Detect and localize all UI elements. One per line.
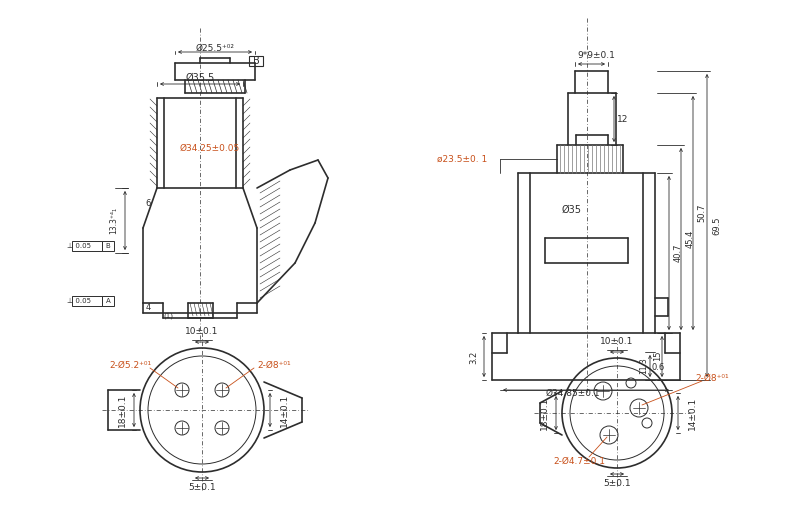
Text: 3.2: 3.2 [469,351,478,364]
Text: B: B [252,56,260,66]
Text: 2-Ø4.7±0.1: 2-Ø4.7±0.1 [553,457,605,466]
Text: 18±0.1: 18±0.1 [540,397,549,430]
Text: Ø34.25±0.05: Ø34.25±0.05 [180,144,240,153]
Text: 0.6: 0.6 [651,363,665,372]
Text: ⊥ 0.05: ⊥ 0.05 [67,298,91,304]
Bar [72,296,102,306]
Text: 2-Ø8⁺⁰¹: 2-Ø8⁺⁰¹ [695,373,729,382]
Bar [102,241,114,251]
Bar [72,241,102,251]
Text: 4: 4 [145,304,151,313]
Text: 9*9±0.1: 9*9±0.1 [577,52,615,61]
Text: 12: 12 [618,115,629,124]
Text: 15: 15 [654,351,662,361]
Text: (1): (1) [163,313,173,319]
Text: Ø25.5⁺⁰²: Ø25.5⁺⁰² [195,43,235,52]
Text: A: A [106,298,111,304]
Text: Ø34.85±0.1: Ø34.85±0.1 [545,389,600,398]
Text: 10±0.1: 10±0.1 [600,337,634,346]
Text: 69.5: 69.5 [713,217,722,235]
Bar [249,56,263,66]
Text: B: B [106,243,111,249]
Text: 14±0.1: 14±0.1 [280,393,288,427]
Text: 2-Ø8⁺⁰¹: 2-Ø8⁺⁰¹ [257,361,291,370]
Text: 2-Ø5.2⁺⁰¹: 2-Ø5.2⁺⁰¹ [109,361,151,370]
Bar [102,296,114,306]
Text: ø23.5±0. 1: ø23.5±0. 1 [437,155,487,164]
Text: 5±0.1: 5±0.1 [603,479,631,488]
Text: 14±0.1: 14±0.1 [687,397,697,430]
Text: 10±0.1: 10±0.1 [185,327,219,336]
Text: 6: 6 [145,199,151,208]
Text: Ø35: Ø35 [562,205,582,215]
Text: 5±0.1: 5±0.1 [188,484,215,493]
Text: 50.7: 50.7 [698,204,706,222]
Text: 40.7: 40.7 [674,244,682,262]
Text: 45.4: 45.4 [686,230,694,248]
Text: 18±0.1: 18±0.1 [118,393,127,427]
Text: ⊥ 0.05: ⊥ 0.05 [67,243,91,249]
Text: Ø35.5: Ø35.5 [185,73,215,83]
Text: 11.3: 11.3 [639,357,649,374]
Text: 13.3⁺⁴₁: 13.3⁺⁴₁ [110,206,119,233]
